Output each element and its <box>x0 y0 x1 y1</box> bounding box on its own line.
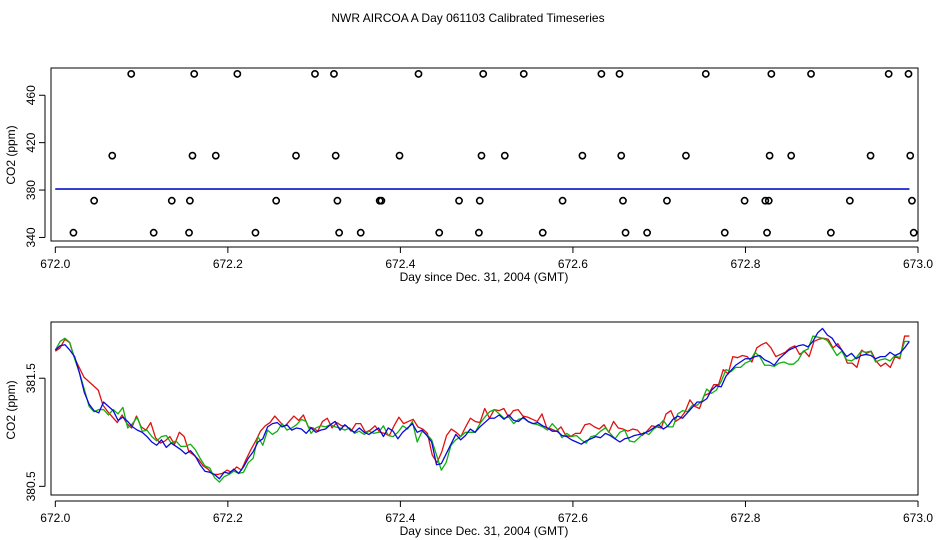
data-point <box>185 196 194 205</box>
bottom-panel-x-axis: 672.0 672.2 672.4 672.6 672.8 673.0 <box>40 500 933 525</box>
bottom-panel-series <box>54 327 910 483</box>
y-tick-label: 460 <box>24 85 38 105</box>
y-tick-label: 420 <box>24 132 38 152</box>
data-point <box>617 151 626 160</box>
x-tick-label: 672.2 <box>213 257 243 271</box>
data-point <box>251 228 260 237</box>
data-point <box>763 228 771 237</box>
data-point <box>500 151 509 160</box>
data-point <box>643 228 652 237</box>
data-point <box>767 70 776 78</box>
data-point <box>211 151 220 160</box>
data-point <box>538 228 547 237</box>
data-point <box>826 228 835 237</box>
bottom-panel-y-axis: 380.5 381.5 <box>24 363 46 501</box>
x-tick-label: 672.4 <box>385 511 415 525</box>
data-point <box>311 70 319 78</box>
data-point <box>765 151 774 160</box>
data-point <box>740 196 749 205</box>
data-point <box>188 151 197 160</box>
data-point <box>663 196 671 205</box>
data-point <box>906 151 915 160</box>
bottom-panel-y-label: CO2 (ppm) <box>4 380 18 439</box>
data-point <box>127 70 136 78</box>
top-panel: 672.0 672.2 672.4 672.6 672.8 673.0 340 380 420… <box>4 67 933 284</box>
y-tick-label: 380 <box>24 180 38 200</box>
data-point <box>149 228 158 237</box>
data-point <box>190 70 199 78</box>
data-point <box>331 151 340 160</box>
data-point <box>90 196 99 205</box>
data-point <box>167 196 176 205</box>
data-point <box>807 70 815 78</box>
x-tick-label: 672.8 <box>730 257 760 271</box>
bottom-panel-x-label: Day since Dec. 31, 2004 (GMT) <box>400 524 569 538</box>
data-point <box>477 151 486 160</box>
data-point <box>108 151 117 160</box>
data-point <box>272 196 281 205</box>
bottom-panel: 672.0 672.2 672.4 672.6 672.8 673.0 380.5 381.… <box>4 321 933 538</box>
x-tick-label: 672.0 <box>40 511 70 525</box>
x-tick-label: 672.4 <box>385 257 415 271</box>
x-tick-label: 672.2 <box>213 511 243 525</box>
data-point <box>787 151 796 160</box>
data-point <box>335 228 344 237</box>
data-point <box>185 228 193 237</box>
data-point <box>904 70 913 78</box>
x-tick-label: 673.0 <box>903 257 933 271</box>
data-point <box>701 70 710 78</box>
top-panel-y-axis: 340 380 420 460 <box>24 85 46 247</box>
data-point <box>330 70 338 78</box>
data-point <box>356 228 365 237</box>
data-point <box>333 196 342 205</box>
y-tick-label: 380.5 <box>24 471 38 501</box>
data-point <box>615 70 624 78</box>
x-tick-label: 673.0 <box>903 511 933 525</box>
x-tick-label: 672.8 <box>730 511 760 525</box>
data-point <box>474 228 483 237</box>
series-line-red <box>54 335 910 476</box>
bottom-panel-frame <box>50 321 919 496</box>
data-point <box>578 151 587 160</box>
data-point <box>435 228 444 237</box>
data-point <box>720 228 729 237</box>
chart-title: NWR AIRCOA A Day 061103 Calibrated Times… <box>331 11 604 25</box>
top-panel-frame <box>50 67 919 242</box>
series-line-green <box>54 335 910 483</box>
data-point <box>395 151 404 160</box>
series-line-blue <box>54 327 910 480</box>
top-panel-x-label: Day since Dec. 31, 2004 (GMT) <box>400 270 569 284</box>
data-point <box>377 196 386 205</box>
data-point <box>475 196 484 205</box>
data-point <box>519 70 528 78</box>
data-point <box>761 196 770 205</box>
data-point <box>845 196 854 205</box>
data-point <box>909 228 918 237</box>
data-point <box>884 70 893 78</box>
data-point <box>619 196 627 205</box>
data-point <box>908 196 916 205</box>
data-point <box>621 228 630 237</box>
x-tick-label: 672.6 <box>558 257 588 271</box>
x-tick-label: 672.0 <box>40 257 70 271</box>
data-point <box>414 70 423 78</box>
y-tick-label: 381.5 <box>24 363 38 393</box>
data-point <box>479 70 488 78</box>
data-point <box>866 151 875 160</box>
y-tick-label: 340 <box>24 227 38 247</box>
x-tick-label: 672.6 <box>558 511 588 525</box>
data-point <box>455 196 463 205</box>
data-point <box>233 70 242 78</box>
data-point <box>597 70 606 78</box>
top-panel-x-axis: 672.0 672.2 672.4 672.6 672.8 673.0 <box>40 246 933 271</box>
data-point <box>292 151 300 160</box>
top-panel-y-label: CO2 (ppm) <box>4 125 18 184</box>
top-panel-points <box>69 70 918 237</box>
data-point <box>558 196 567 205</box>
data-point <box>764 196 773 205</box>
data-point <box>682 151 690 160</box>
data-point <box>69 228 78 237</box>
